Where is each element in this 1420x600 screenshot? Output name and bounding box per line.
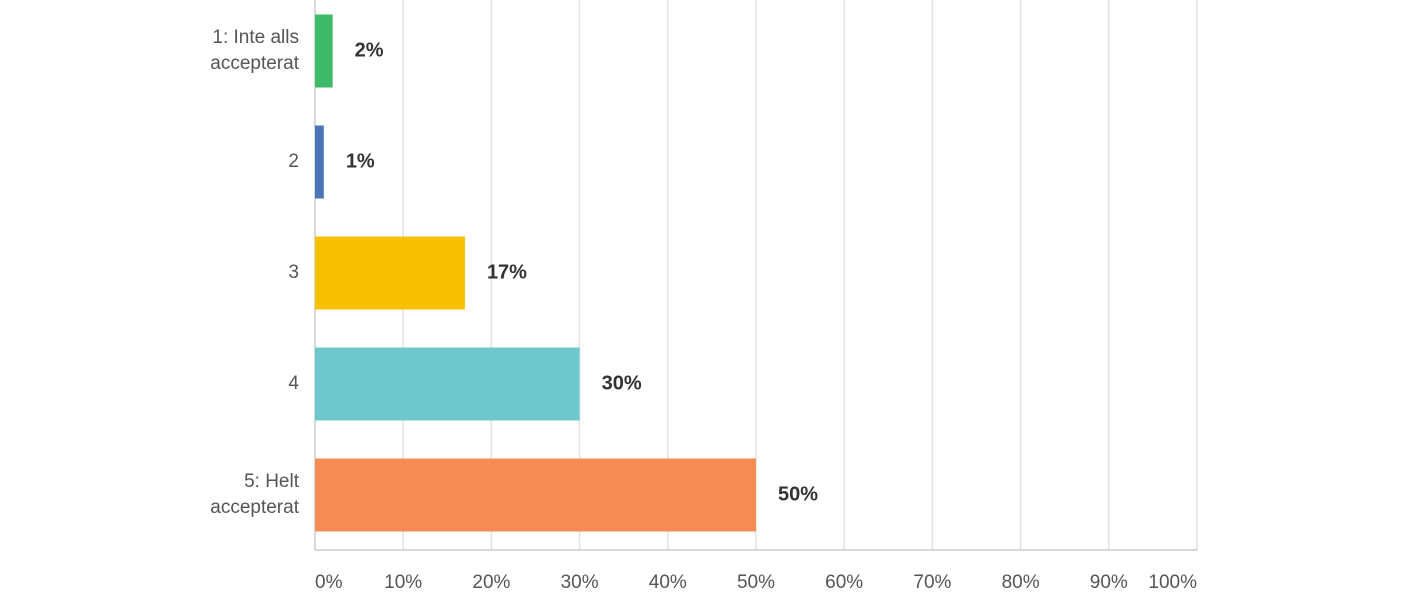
x-tick-label: 40% [649,572,687,593]
y-tick-label: 4 [288,373,299,394]
x-tick-label: 60% [825,572,863,593]
value-label: 2% [355,39,384,61]
x-tick-label: 20% [472,572,510,593]
y-tick-label: accepterat [210,497,299,518]
bar [315,14,333,88]
x-tick-label: 10% [384,572,422,593]
bar [315,125,324,199]
x-tick-label: 0% [315,572,343,593]
value-label: 1% [346,150,375,172]
bar [315,347,580,421]
value-label: 50% [778,483,818,505]
y-tick-label: 1: Inte alls [212,27,299,48]
y-tick-label: accepterat [210,53,299,74]
y-tick-label: 5: Helt [244,471,300,492]
bar [315,458,756,532]
x-tick-label: 100% [1148,572,1197,593]
x-tick-label: 30% [561,572,599,593]
bar [315,236,465,310]
x-tick-label: 70% [913,572,951,593]
value-label: 17% [487,261,527,283]
y-tick-label: 2 [288,151,299,172]
x-tick-label: 50% [737,572,775,593]
x-tick-label: 80% [1002,572,1040,593]
y-tick-label: 3 [288,262,299,283]
x-tick-label: 90% [1090,572,1128,593]
value-label: 30% [602,372,642,394]
